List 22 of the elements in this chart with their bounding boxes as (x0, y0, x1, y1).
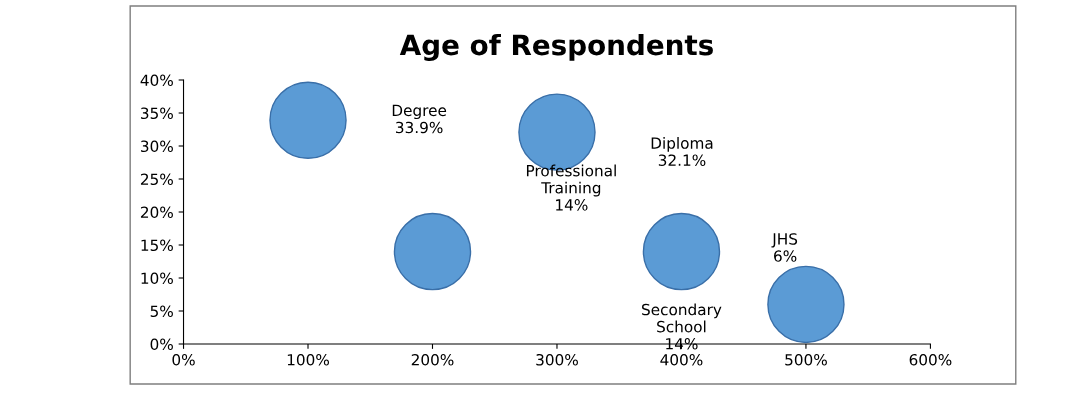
x-tick-label: 100% (287, 353, 329, 366)
y-tick-label: 25% (140, 173, 173, 186)
annotation: JHS 6% (771, 233, 798, 262)
x-tick-label: 600% (909, 353, 952, 366)
y-tick-label: 0% (150, 338, 173, 351)
annotation: Secondary School 14% (642, 303, 722, 350)
x-tick-label: 500% (785, 353, 827, 366)
x-tick-label: 0% (172, 353, 195, 366)
chart-title: Age of Respondents (399, 33, 713, 61)
x-tick-label: 300% (536, 353, 578, 366)
annotation: Degree 33.9% (392, 104, 447, 134)
y-tick-label: 30% (141, 140, 173, 153)
y-tick-label: 40% (140, 74, 173, 87)
y-tick-label: 35% (141, 107, 173, 120)
y-tick-label: 10% (141, 272, 173, 285)
y-tick-label: 15% (141, 239, 173, 252)
annotation: Professional Training 14% (526, 164, 616, 211)
y-tick-label: 20% (140, 206, 173, 219)
x-tick-label: 400% (660, 353, 703, 366)
x-tick-label: 200% (411, 353, 454, 366)
annotation: Diploma 32.1% (651, 137, 713, 166)
y-tick-label: 5% (150, 305, 173, 318)
